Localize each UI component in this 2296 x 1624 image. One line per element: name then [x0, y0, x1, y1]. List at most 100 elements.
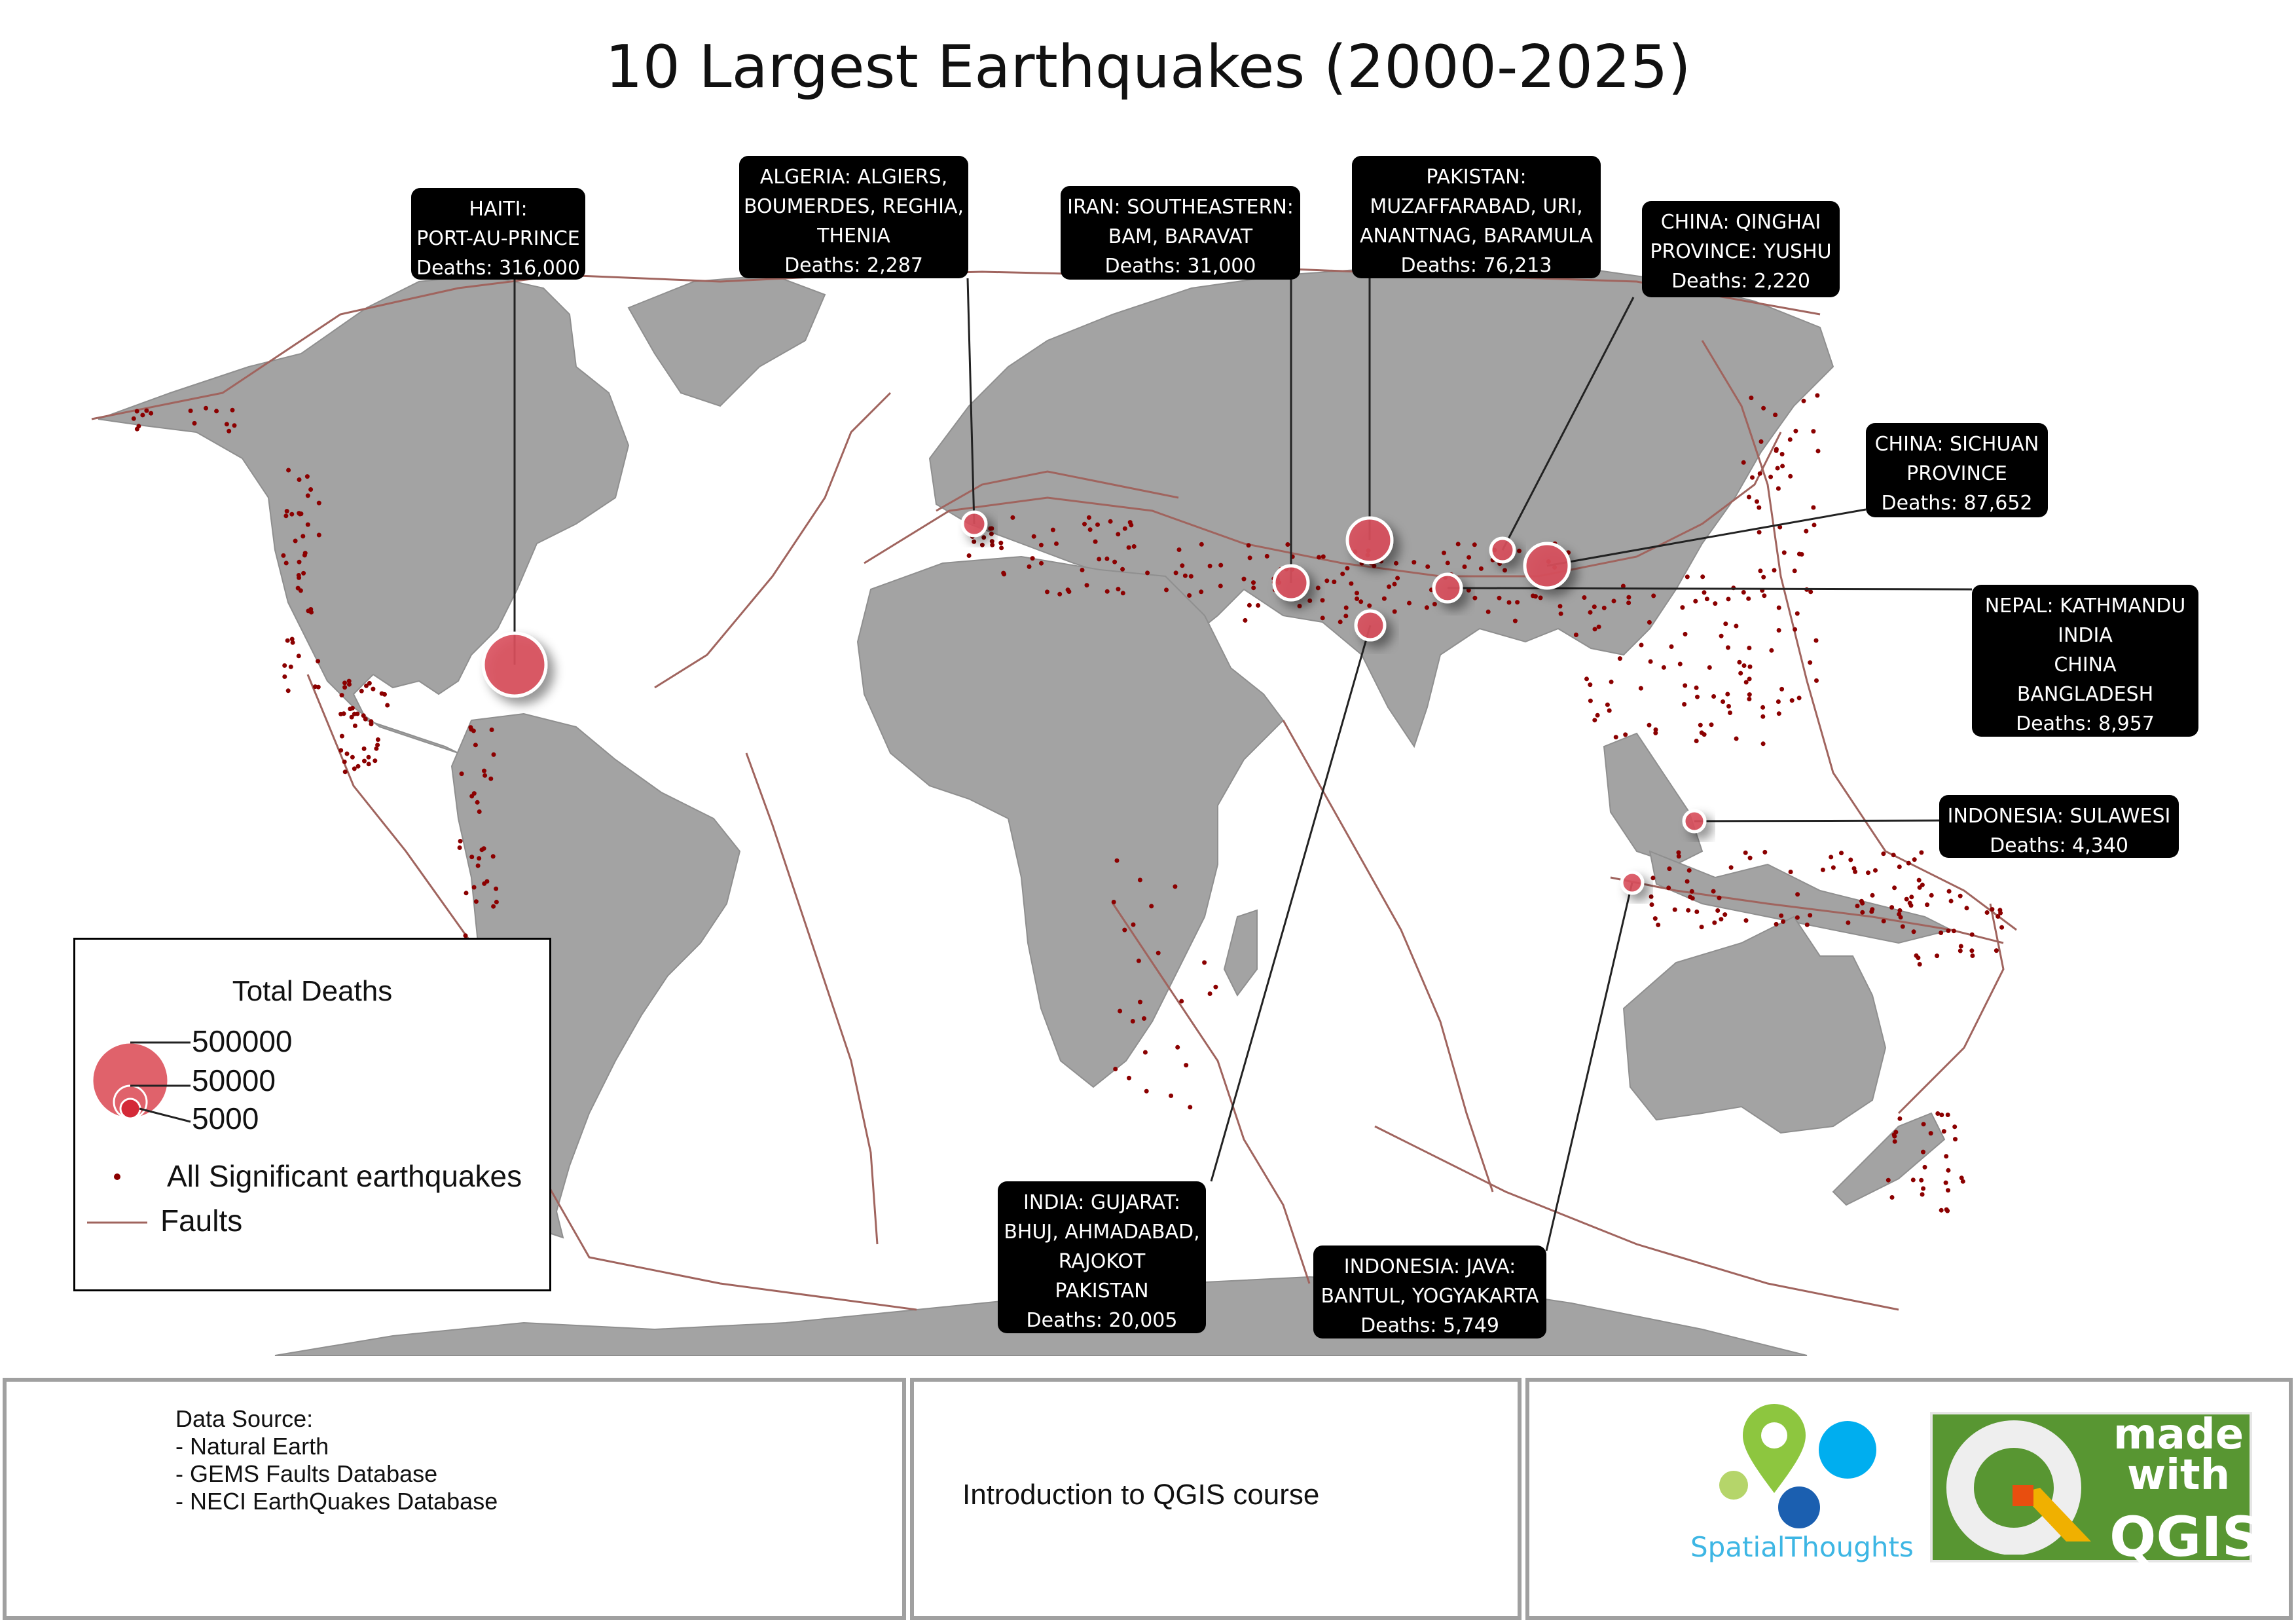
quake-dot	[1251, 585, 1256, 591]
callout-line: BAM, BARAVAT	[1108, 225, 1253, 248]
quake-dot	[1776, 486, 1781, 491]
callout-line: Deaths: 5,749	[1360, 1314, 1499, 1337]
quake-dot	[144, 408, 149, 413]
callout-line: HAITI:	[469, 198, 528, 221]
quake-dot	[375, 743, 380, 748]
quake-dot	[1669, 644, 1674, 649]
quake-dot	[366, 754, 371, 760]
quake-dot	[1761, 405, 1766, 411]
quake-dot	[305, 522, 310, 527]
quake-dot	[1131, 922, 1136, 927]
callout-line: ANANTNAG, BARAMULA	[1359, 225, 1594, 248]
quake-dot	[344, 751, 350, 756]
quake-dot	[1779, 452, 1785, 456]
callout-line: RAJOKOT	[1058, 1250, 1146, 1273]
bubble-china-qinghai	[1489, 536, 1516, 564]
quake-dot	[1889, 905, 1895, 910]
callout-pakistan: PAKISTAN: MUZAFFARABAD, URI, ANANTNAG, BAR…	[1352, 156, 1601, 278]
quake-dot	[1776, 711, 1781, 716]
quake-dot	[464, 891, 469, 896]
callout-algeria: ALGERIA: ALGIERS, BOUMERDES, REGHIA, THENI…	[739, 156, 968, 278]
quake-dot	[1199, 589, 1204, 595]
leader-line-algeria	[966, 278, 975, 525]
quake-dot	[1667, 866, 1672, 872]
quake-dot	[1743, 850, 1748, 855]
quake-dot	[1169, 1093, 1174, 1098]
quake-dot	[369, 722, 374, 727]
quake-dot	[1897, 864, 1902, 870]
leader-line-indonesia-java	[1545, 882, 1633, 1251]
quake-dot	[473, 899, 479, 904]
callout-line: Deaths: 2,220	[1671, 270, 1810, 293]
quake-dot	[1796, 551, 1802, 557]
quake-dot	[1531, 593, 1535, 599]
legend-quake-dot	[114, 1173, 120, 1180]
quake-dot	[1776, 628, 1781, 633]
quake-dot	[989, 539, 994, 544]
quake-dot	[1131, 544, 1137, 549]
quake-dot	[281, 553, 286, 558]
quake-dot	[1149, 904, 1154, 909]
land-greenland	[627, 274, 826, 407]
quake-dot	[1969, 932, 1975, 937]
quake-dot	[1781, 550, 1787, 555]
quake-dot	[1246, 543, 1251, 548]
quake-dot	[489, 728, 494, 732]
callout-line: NEPAL: KATHMANDU	[1984, 595, 2186, 618]
quake-dot	[1811, 505, 1816, 510]
callout-line: INDONESIA: SULAWESI	[1947, 805, 2171, 828]
quake-dot	[1285, 542, 1290, 547]
callout-line: Deaths: 2,287	[784, 254, 923, 277]
quake-dot	[1715, 908, 1721, 913]
quake-dot	[1120, 566, 1125, 572]
quake-dot	[1747, 676, 1752, 682]
quake-dot	[1588, 610, 1593, 615]
quake-dot	[284, 509, 289, 514]
quake-dot	[285, 638, 290, 643]
quake-dot	[1180, 563, 1185, 568]
quake-dot	[1774, 448, 1779, 453]
quake-dot	[1315, 585, 1321, 591]
quake-dot	[341, 711, 346, 716]
quake-dot	[1873, 868, 1878, 873]
quake-dot	[1686, 908, 1691, 913]
quake-dot	[990, 542, 995, 547]
quake-dot	[491, 904, 496, 909]
bubble-haiti	[481, 631, 548, 698]
quake-dot	[1324, 578, 1330, 583]
quake-dot	[1796, 695, 1802, 701]
quake-dot	[1811, 429, 1816, 434]
quake-dot	[1392, 581, 1397, 587]
quake-dot	[981, 535, 987, 540]
quake-dot	[1908, 903, 1914, 908]
quake-dot	[1517, 548, 1522, 553]
quake-dot	[1394, 561, 1398, 566]
quake-dot	[1138, 999, 1142, 1005]
quake-dot	[1855, 904, 1860, 908]
quake-dot	[1256, 603, 1261, 608]
quake-dot	[1467, 555, 1472, 560]
quake-dot	[1332, 580, 1337, 585]
quake-dot	[1813, 638, 1819, 643]
source-line: Data Source:	[175, 1405, 314, 1432]
quake-dot	[1928, 1131, 1933, 1136]
quake-dot	[1747, 494, 1751, 500]
quake-dot	[1638, 686, 1643, 691]
quake-dot	[1747, 855, 1753, 860]
quake-dot	[1788, 473, 1793, 479]
quake-dot	[1694, 739, 1699, 743]
quake-dot	[1970, 953, 1975, 958]
quake-dot	[1935, 1111, 1941, 1116]
quake-dot	[1777, 525, 1783, 530]
callout-line: CHINA: SICHUAN	[1874, 433, 2039, 456]
quake-dot	[1995, 914, 2001, 919]
callout-india-gujarat: INDIA: GUJARAT: BHUJ, AHMADABAD, RAJOKOT PA…	[998, 1181, 1206, 1333]
quake-dot	[1054, 541, 1059, 546]
quake-dot	[1808, 589, 1813, 595]
quake-dot	[1804, 528, 1809, 534]
quake-dot	[1779, 913, 1784, 918]
quake-dot	[1442, 550, 1446, 555]
quake-dot	[1087, 527, 1093, 532]
quake-dot	[1218, 583, 1223, 589]
quake-dot	[1747, 646, 1752, 650]
